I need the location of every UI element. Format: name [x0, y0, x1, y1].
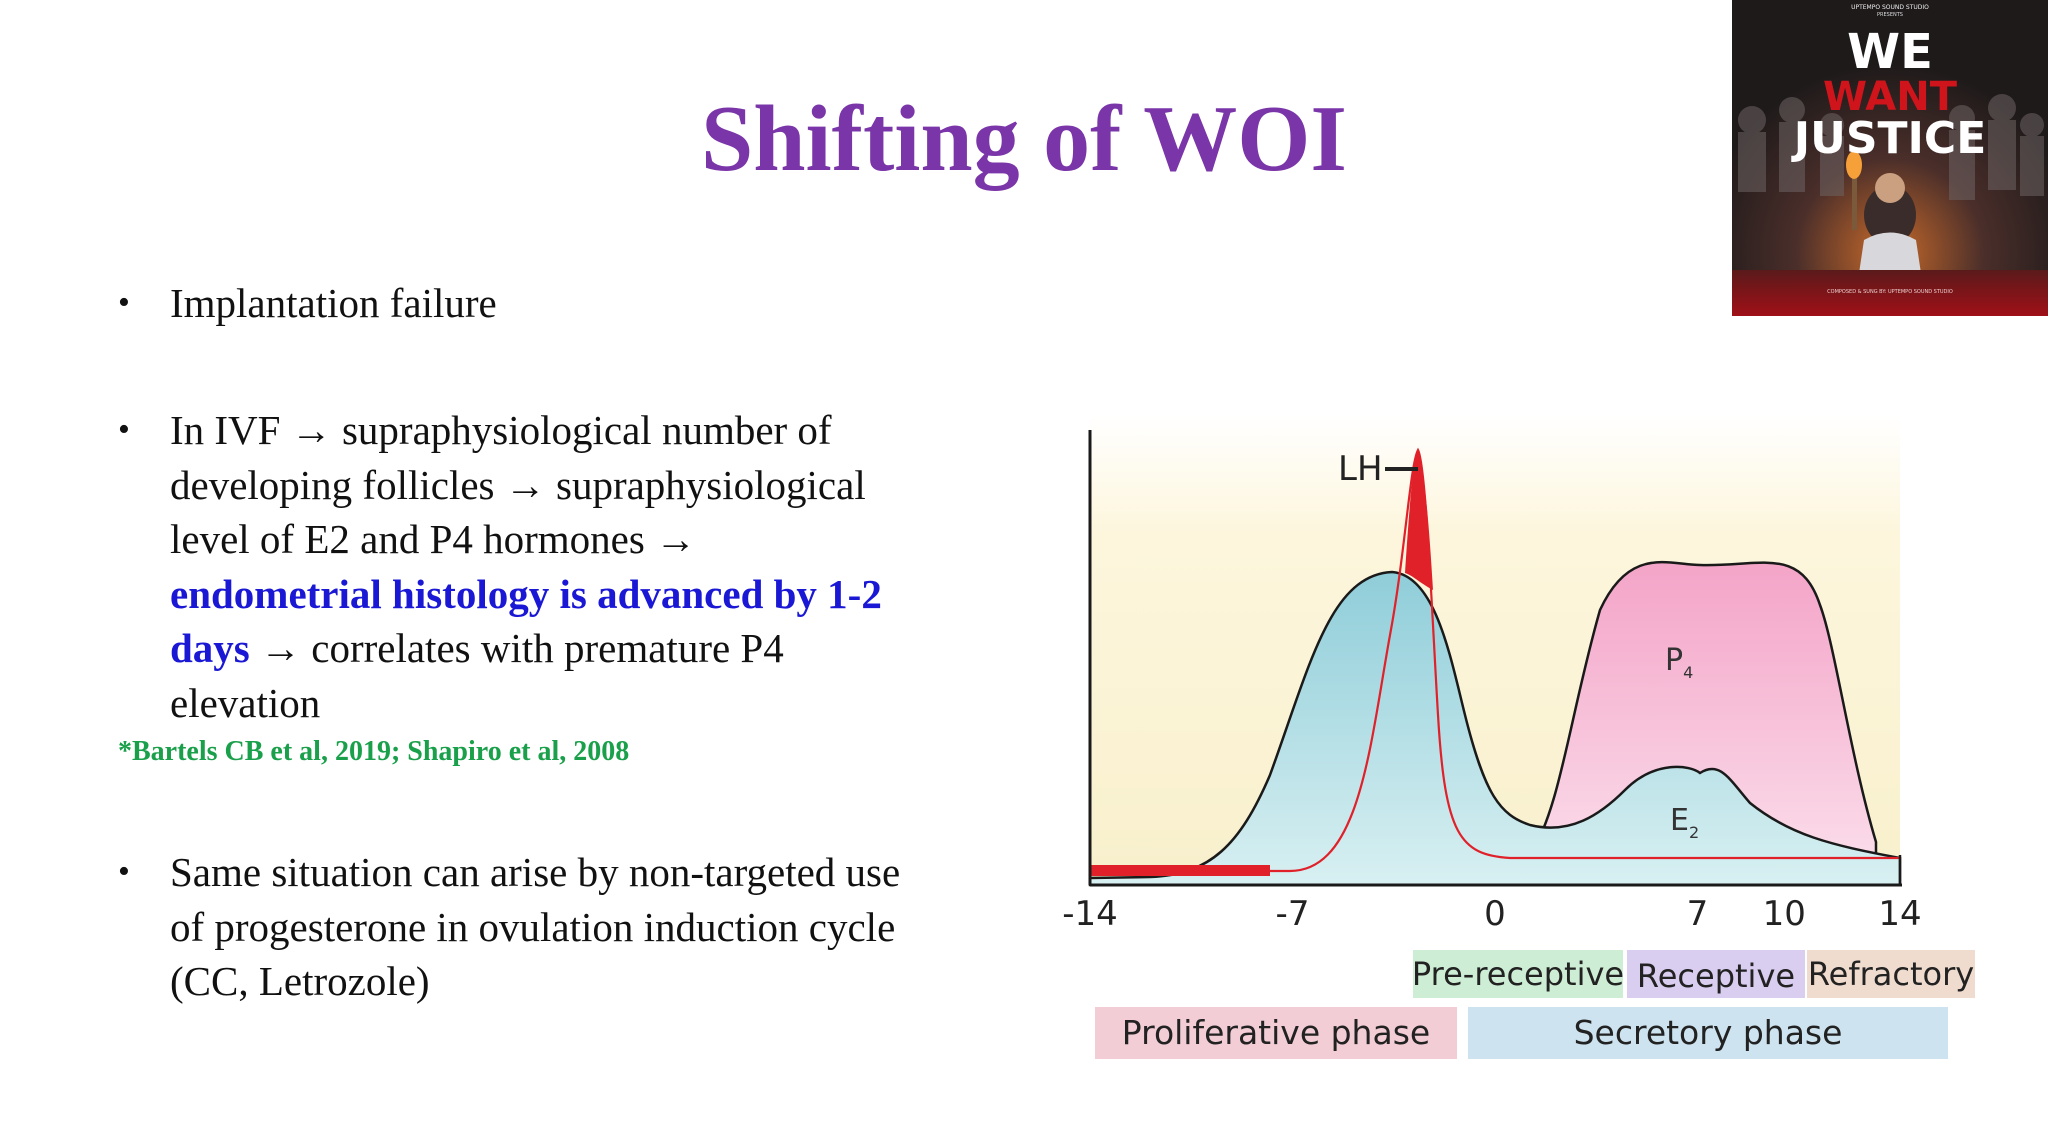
- window-refractory-label: Refractory: [1808, 955, 1974, 993]
- we-want-justice-poster: UPTEMPO SOUND STUDIO PRESENTS WE WANT JU…: [1732, 0, 2048, 316]
- poster-title-we: WE: [1847, 24, 1933, 80]
- bullet-ivf-line: In IVF → supraphysiological number of: [170, 407, 832, 453]
- bullet-ivf-line: → correlates with premature P4: [249, 625, 784, 671]
- phase-proliferative-box: [1095, 1007, 1457, 1059]
- bullet-text: Implantation failure: [170, 280, 497, 326]
- bullet-progesterone-line: Same situation can arise by non-targeted…: [170, 849, 901, 895]
- phase-proliferative-label: Proliferative phase: [1122, 1013, 1430, 1052]
- bullet-ivf-highlight: endometrial histology is advanced by 1-2: [170, 570, 882, 617]
- poster-title-want: WANT: [1823, 74, 1958, 120]
- poster-presents: PRESENTS: [1877, 12, 1903, 18]
- p4-label-sub: 4: [1683, 663, 1693, 682]
- window-receptive-box: [1627, 950, 1805, 998]
- e2-label-sub: 2: [1689, 823, 1699, 842]
- x-tick-label: -7: [1276, 894, 1310, 934]
- x-tick-label: 14: [1878, 894, 1921, 934]
- poster-title-justice: JUSTICE: [1791, 113, 1987, 164]
- slide-title: Shifting of WOI: [701, 87, 1347, 191]
- bullet-ivf-line: elevation: [170, 679, 321, 726]
- phase-secretory-box: [1468, 1007, 1948, 1059]
- e2-label: E2: [1670, 803, 1699, 842]
- window-receptive-label: Receptive: [1637, 957, 1795, 995]
- endometrial-cycle-chart: LH P4 E2 -14 -7 0 7 10 14 Pre-receptive Recep…: [1040, 415, 2040, 1075]
- x-tick-label: 0: [1484, 894, 1506, 934]
- window-pre-receptive-box: [1413, 950, 1623, 998]
- bullet-dot: •: [118, 411, 130, 448]
- bullet-implantation-failure: • Implantation failure: [118, 276, 497, 331]
- e2-label-main: E: [1670, 803, 1689, 838]
- phase-secretory-label: Secretory phase: [1574, 1013, 1843, 1052]
- protester-figure: [1846, 151, 1922, 280]
- window-refractory-box: [1807, 950, 1975, 998]
- citation: *Bartels CB et al, 2019; Shapiro et al, …: [118, 736, 630, 767]
- poster-credits: COMPOSED & SUNG BY: UPTEMPO SOUND STUDIO: [1827, 289, 1953, 295]
- bullet-progesterone-line: (CC, Letrozole): [170, 958, 430, 1004]
- poster-top-text: UPTEMPO SOUND STUDIO: [1851, 4, 1929, 11]
- lh-label: LH: [1338, 449, 1383, 489]
- bullet-progesterone: • Same situation can arise by non-target…: [118, 845, 900, 1009]
- p4-curve: [1507, 560, 1878, 887]
- bullet-ivf-highlight: days: [170, 625, 250, 671]
- bullet-ivf: • In IVF → supraphysiological number of …: [118, 403, 882, 730]
- bullet-dot: •: [118, 853, 130, 890]
- poster-footer: [1732, 270, 2048, 316]
- p4-label: P4: [1665, 643, 1693, 682]
- bullet-progesterone-line: of progesterone in ovulation induction c…: [170, 903, 896, 950]
- x-tick-label: -14: [1062, 894, 1118, 934]
- window-pre-receptive-label: Pre-receptive: [1412, 955, 1624, 993]
- x-tick-label: 10: [1763, 894, 1806, 934]
- x-tick-label: 7: [1687, 894, 1709, 934]
- x-tick-labels: -14 -7 0 7 10 14: [1062, 894, 1921, 934]
- bullet-ivf-line: level of E2 and P4 hormones →: [170, 516, 697, 562]
- e2-curve: [1088, 570, 1902, 887]
- bullet-dot: •: [118, 284, 130, 321]
- bullet-ivf-line: developing follicles → supraphysiologica…: [170, 461, 866, 508]
- lh-peak: [1405, 450, 1433, 590]
- p4-label-main: P: [1665, 643, 1683, 678]
